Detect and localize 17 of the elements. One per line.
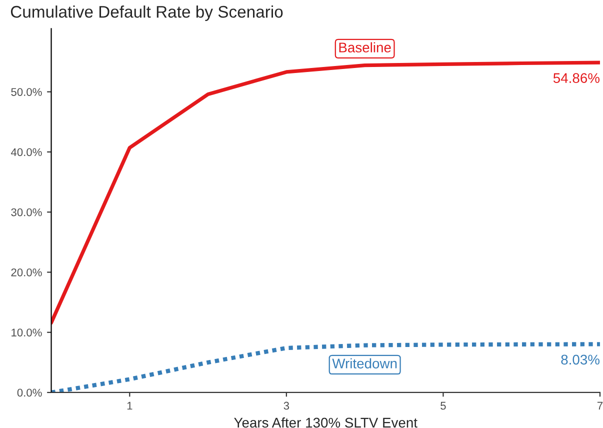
x-tick-label: 7 — [597, 402, 603, 410]
data-label: 8.03% — [561, 354, 600, 365]
series-label: Baseline — [339, 42, 391, 52]
y-tick-label: 10.0% — [12, 328, 42, 336]
y-tick-label: 50.0% — [11, 88, 42, 96]
chart-title: Cumulative Default Rate by Scenario — [10, 5, 283, 22]
series-label: Writedown — [332, 358, 397, 368]
y-tick-label: 0.0% — [17, 388, 42, 397]
y-tick-label: 40.0% — [10, 148, 42, 156]
x-tick-label: 1 — [127, 402, 132, 410]
x-tick-label: 3 — [284, 402, 290, 410]
x-axis-title: Years After 130% SLTV Event — [234, 417, 418, 428]
y-tick-label: 20.0% — [11, 268, 42, 276]
line-series — [51, 60, 600, 325]
data-label: 54.86% — [553, 73, 600, 83]
y-tick-label: 30.0% — [11, 208, 42, 216]
x-tick-label: 5 — [440, 402, 446, 410]
